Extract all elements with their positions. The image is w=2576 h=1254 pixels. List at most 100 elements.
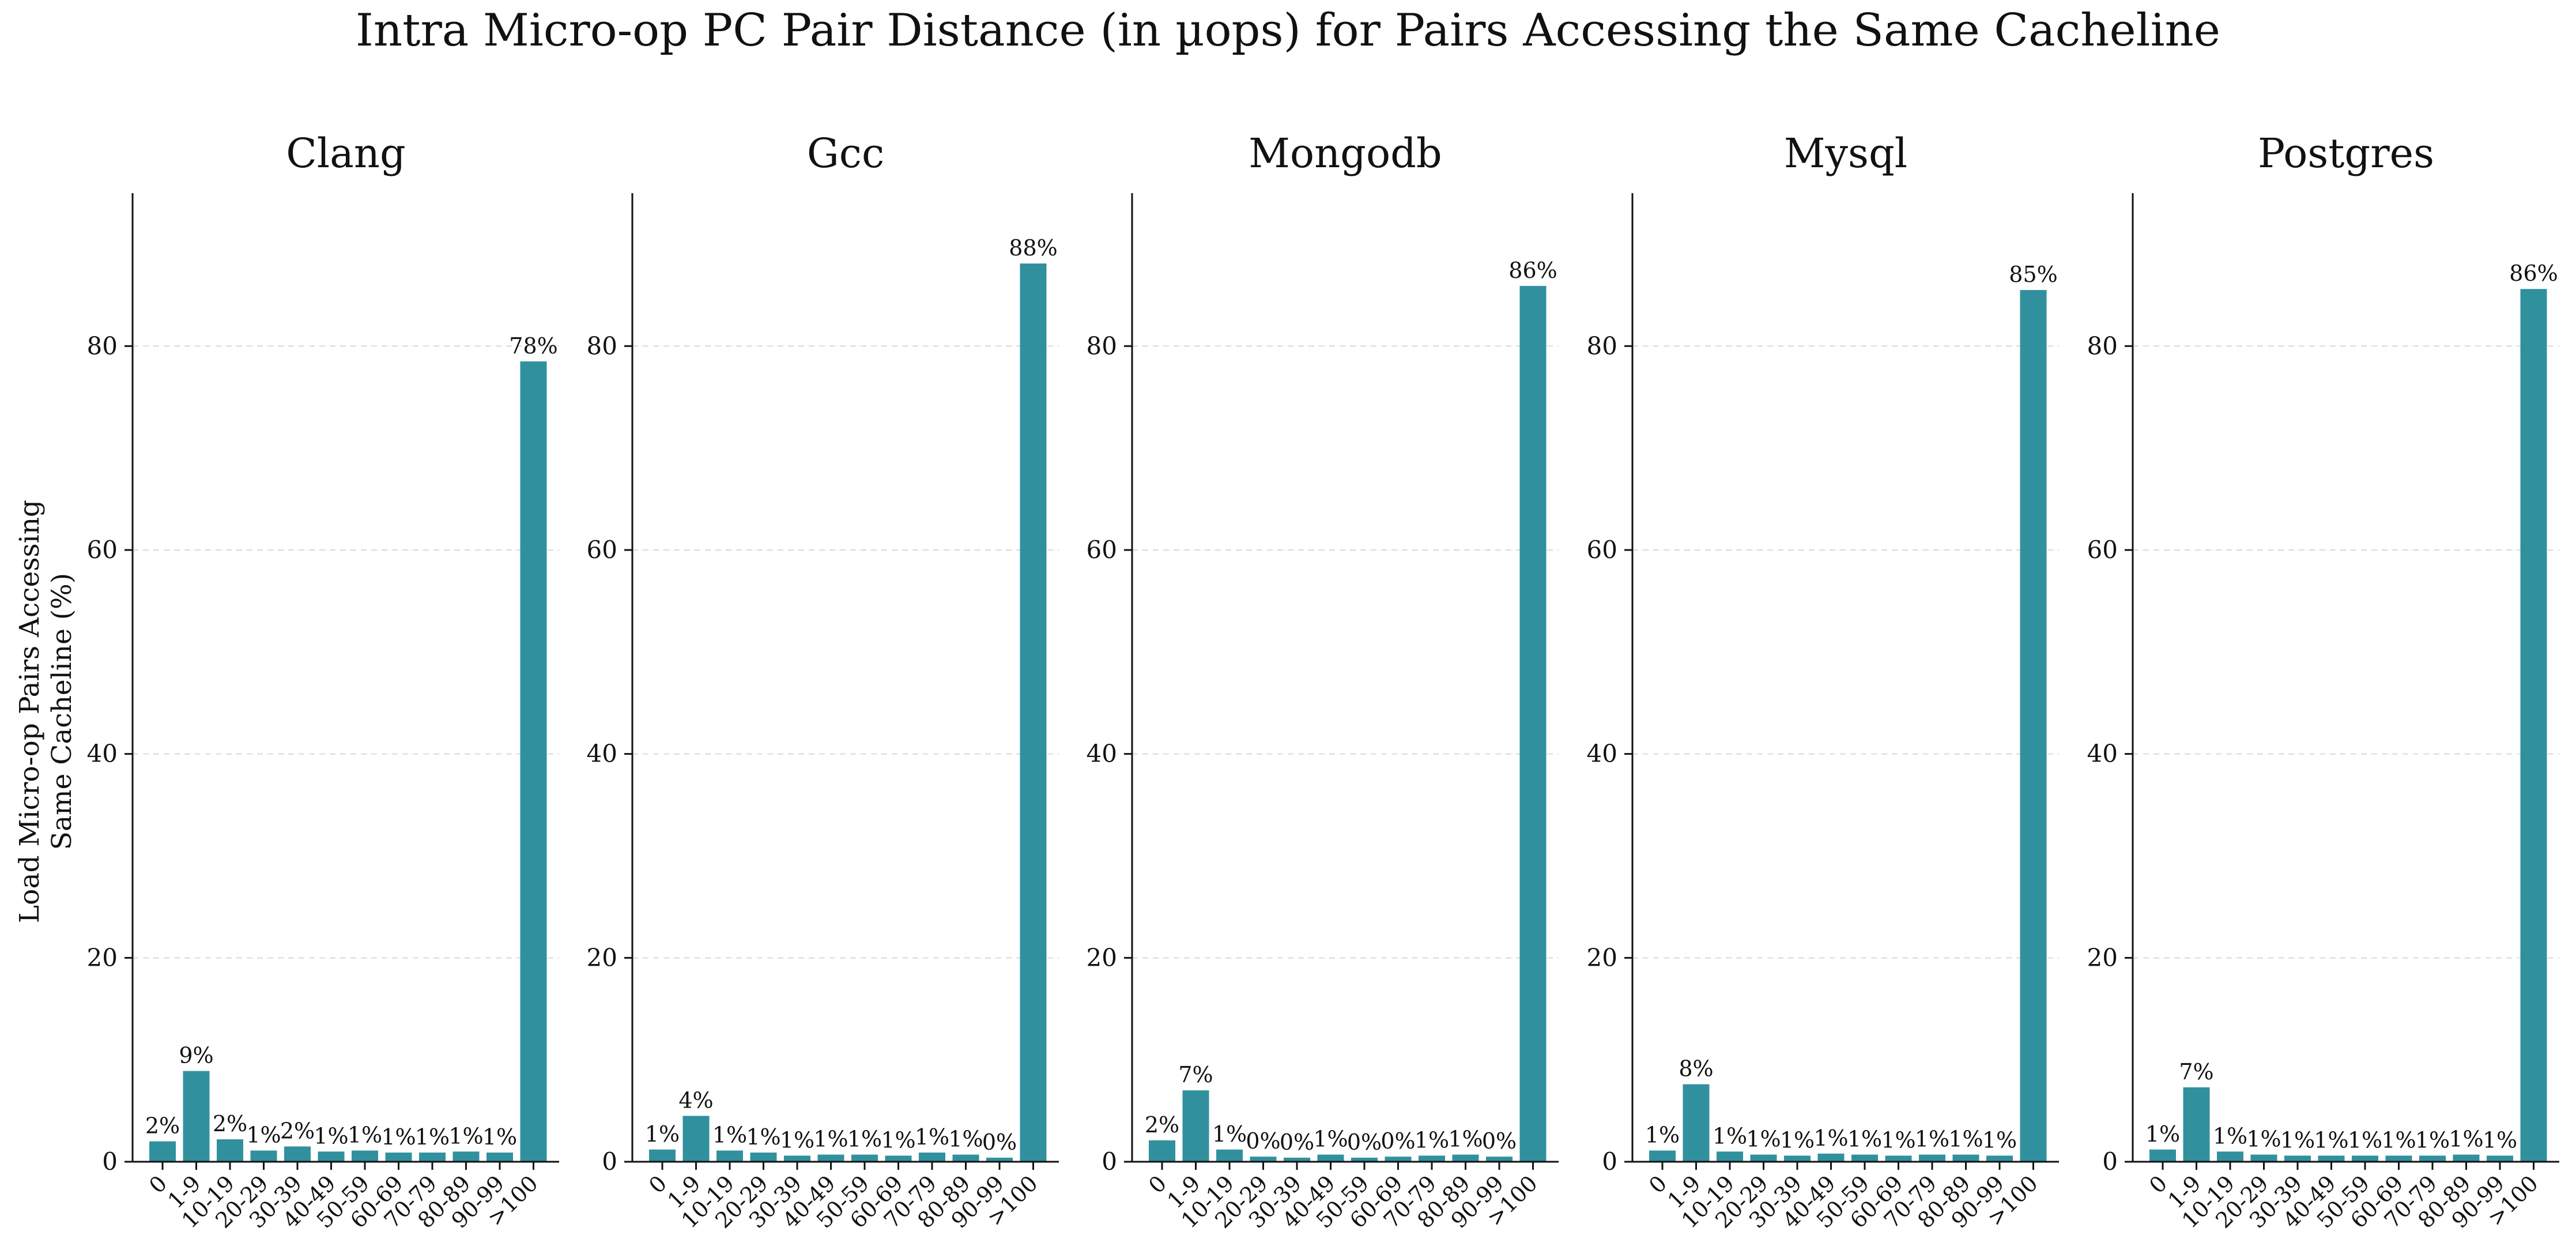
bar [1419, 1155, 1445, 1162]
bar [919, 1153, 945, 1162]
data-label: 78% [509, 333, 557, 359]
panel-title: Gcc [807, 130, 884, 177]
data-label: 1% [1982, 1127, 2017, 1153]
bar [2385, 1155, 2412, 1162]
data-label: 1% [813, 1127, 848, 1152]
bar [1683, 1084, 1710, 1162]
y-tick-label: 80 [87, 332, 118, 360]
y-tick-label: 60 [587, 536, 617, 564]
bar [1149, 1140, 1175, 1162]
bar [352, 1150, 378, 1162]
data-label: 1% [881, 1127, 915, 1153]
panel-title: Mysql [1784, 130, 1907, 177]
bar [2453, 1154, 2480, 1162]
data-label: 1% [482, 1124, 517, 1150]
bar [1385, 1157, 1412, 1162]
bar [2520, 289, 2547, 1162]
chart-panel: 2%7%1%0%0%1%0%0%1%1%0%86%02040608001-910… [1087, 130, 1559, 1233]
data-label: 8% [1679, 1056, 1713, 1082]
data-label: 1% [2381, 1127, 2416, 1153]
panel-title: Postgres [2258, 130, 2434, 177]
bar [986, 1157, 1013, 1162]
bar [885, 1155, 912, 1162]
bar [250, 1150, 277, 1162]
data-label: 1% [1212, 1121, 1247, 1147]
data-label: 1% [2483, 1127, 2517, 1153]
data-label: 1% [948, 1127, 983, 1152]
y-tick-label: 0 [602, 1147, 617, 1176]
bar [284, 1146, 311, 1162]
y-tick-label: 20 [587, 943, 617, 971]
data-label: 7% [2179, 1059, 2213, 1084]
data-label: 1% [2246, 1127, 2281, 1152]
data-label: 1% [1645, 1123, 1680, 1148]
bar [1216, 1149, 1243, 1162]
bar [851, 1154, 878, 1162]
bar [2487, 1155, 2513, 1162]
y-tick-label: 20 [1587, 943, 1617, 971]
bar [716, 1150, 743, 1162]
data-label: 0% [1347, 1129, 1382, 1155]
bar [2217, 1151, 2243, 1162]
y-tick-label: 60 [1087, 536, 1117, 564]
data-label: 1% [415, 1124, 450, 1150]
bar [1020, 263, 1047, 1162]
bar [1952, 1154, 1979, 1162]
data-label: 1% [381, 1124, 416, 1150]
data-label: 1% [1415, 1127, 1449, 1153]
data-label: 1% [712, 1123, 747, 1148]
data-label: 0% [1482, 1128, 1517, 1154]
bar [385, 1153, 412, 1162]
bar [817, 1154, 844, 1162]
bar [1351, 1157, 1378, 1162]
chart-panel: 1%7%1%1%1%1%1%1%1%1%1%86%02040608001-910… [2087, 130, 2559, 1233]
bar [2419, 1155, 2446, 1162]
bar [183, 1071, 210, 1162]
y-tick-label: 20 [87, 943, 118, 971]
y-tick-label: 60 [87, 536, 118, 564]
bar [2318, 1155, 2345, 1162]
bar [520, 361, 547, 1162]
bar [2183, 1087, 2210, 1162]
figure-title: Intra Micro-op PC Pair Distance (in µops… [356, 5, 2220, 57]
data-label: 1% [1713, 1123, 1747, 1148]
data-label: 85% [2009, 262, 2057, 287]
data-label: 1% [1813, 1125, 1848, 1151]
data-label: 0% [1246, 1128, 1280, 1154]
data-label: 1% [915, 1124, 949, 1150]
bar [2352, 1155, 2378, 1162]
data-label: 2% [213, 1111, 247, 1136]
bar [2250, 1154, 2277, 1162]
bar [318, 1151, 345, 1162]
data-label: 1% [2213, 1123, 2247, 1148]
data-label: 2% [1145, 1112, 1179, 1138]
bar [2284, 1155, 2311, 1162]
y-tick-label: 0 [102, 1147, 118, 1176]
data-label: 1% [2449, 1127, 2483, 1152]
data-label: 1% [1881, 1127, 1915, 1153]
data-label: 1% [645, 1121, 680, 1147]
bar [1182, 1090, 1209, 1162]
bar [2020, 290, 2047, 1162]
y-tick-label: 80 [1087, 332, 1117, 360]
bar [1784, 1155, 1811, 1162]
y-tick-label: 60 [2087, 536, 2118, 564]
chart-panel: 1%4%1%1%1%1%1%1%1%1%0%88%02040608001-910… [587, 130, 1059, 1233]
data-label: 1% [2348, 1127, 2382, 1153]
y-tick-label: 0 [1102, 1147, 1117, 1176]
data-label: 0% [1280, 1129, 1314, 1155]
y-tick-label: 40 [87, 740, 118, 768]
data-label: 1% [1847, 1127, 1882, 1152]
data-label: 1% [448, 1123, 483, 1148]
data-label: 1% [2280, 1127, 2315, 1153]
data-label: 2% [280, 1118, 315, 1143]
bar [1885, 1155, 1912, 1162]
data-label: 1% [1746, 1127, 1781, 1152]
bar [1986, 1155, 2013, 1162]
bar [784, 1155, 810, 1162]
bar [217, 1139, 243, 1162]
data-label: 1% [1448, 1127, 1483, 1152]
bar [1750, 1154, 1777, 1162]
bar [1284, 1157, 1310, 1162]
